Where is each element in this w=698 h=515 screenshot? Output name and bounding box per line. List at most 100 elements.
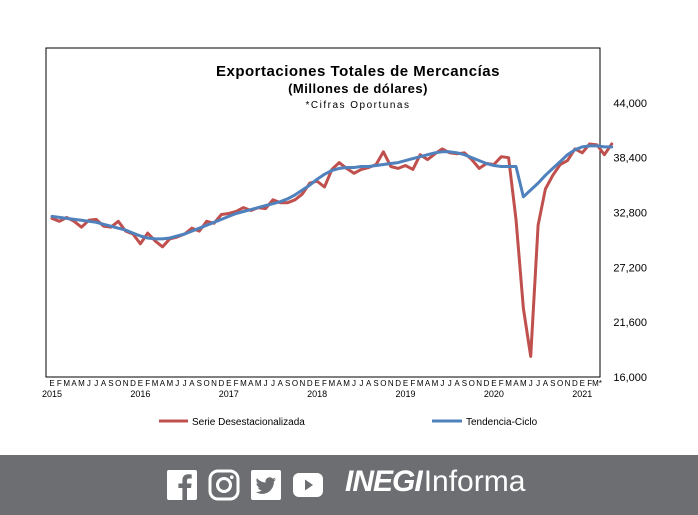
x-tick-label: J [94,379,98,388]
x-tick-label: M [240,379,247,388]
x-tick-label: J [264,379,268,388]
x-tick-label: M* [592,379,602,388]
x-tick-label: O [292,379,298,388]
x-year-label: 2018 [307,389,327,399]
x-tick-label: M [343,379,350,388]
x-tick-label: D [395,379,401,388]
x-year-label: 2021 [572,389,592,399]
x-tick-label: F [57,379,62,388]
x-tick-label: J [536,379,540,388]
x-tick-label: D [484,379,490,388]
x-tick-label: A [101,379,107,388]
x-tick-label: M [167,379,174,388]
legend: Serie Desestacionalizada Tendencia-Ciclo [159,417,538,428]
x-tick-label: O [469,379,475,388]
x-tick-label: A [366,379,372,388]
x-tick-label: J [352,379,356,388]
x-tick-label: F [234,379,239,388]
x-tick-label: J [359,379,363,388]
x-tick-label: D [572,379,578,388]
facebook-icon[interactable] [166,469,198,501]
x-tick-label: E [403,379,408,388]
x-tick-label: A [248,379,254,388]
x-tick-label: J [87,379,91,388]
twitter-icon[interactable] [250,469,282,501]
y-axis-ticks: 44,000 38,400 32,800 27,200 21,600 16,000 [613,98,647,384]
x-year-label: 2017 [219,389,239,399]
y-tick-label: 27,200 [613,262,647,274]
x-tick-label: A [425,379,431,388]
instagram-icon[interactable] [208,469,240,501]
x-tick-label: M [505,379,512,388]
x-year-label: 2020 [484,389,504,399]
x-tick-label: S [373,379,378,388]
brand-logo: INEGI Informa [345,465,525,505]
x-tick-label: E [314,379,319,388]
plot-frame [45,47,601,378]
x-tick-label: J [183,379,187,388]
x-year-label: 2016 [130,389,150,399]
footer-bar: INEGI Informa [0,455,698,515]
x-tick-label: A [513,379,519,388]
x-tick-label: S [285,379,290,388]
x-tick-label: E [580,379,585,388]
x-tick-label: J [448,379,452,388]
x-tick-label: O [204,379,210,388]
x-tick-label: J [529,379,533,388]
x-tick-label: F [410,379,415,388]
x-tick-label: A [543,379,549,388]
x-tick-label: O [380,379,386,388]
brand-informa: Informa [423,465,526,498]
x-tick-label: M [152,379,159,388]
y-tick-label: 16,000 [613,372,647,384]
x-tick-label: J [271,379,275,388]
brand-inegi: INEGI [345,465,423,498]
chart-subtitle: (Millones de dólares) [288,81,428,96]
x-tick-label: A [278,379,284,388]
y-tick-label: 32,800 [613,208,647,220]
youtube-icon[interactable] [292,469,324,501]
x-tick-label: N [211,379,217,388]
x-tick-label: O [557,379,563,388]
x-tick-label: N [565,379,571,388]
legend-label-serie: Serie Desestacionalizada [192,417,305,428]
x-tick-label: F [322,379,327,388]
x-tick-label: M [432,379,439,388]
y-tick-label: 21,600 [613,317,647,329]
legend-label-tendencia: Tendencia-Ciclo [466,417,538,428]
x-tick-label: N [388,379,394,388]
x-tick-label: N [476,379,482,388]
x-tick-label: A [160,379,166,388]
x-tick-label: A [71,379,77,388]
y-tick-label: 38,400 [613,153,647,165]
x-tick-label: J [175,379,179,388]
x-tick-label: A [454,379,460,388]
x-tick-label: M [78,379,85,388]
x-tick-label: S [462,379,467,388]
x-tick-label: E [49,379,54,388]
x-tick-label: E [491,379,496,388]
x-tick-label: F [587,379,592,388]
series-line-tendencia-ciclo [50,144,614,241]
x-year-label: 2019 [395,389,415,399]
x-tick-label: E [138,379,143,388]
x-tick-label: A [337,379,343,388]
x-tick-label: S [197,379,202,388]
x-tick-label: D [307,379,313,388]
x-tick-label: M [63,379,70,388]
x-tick-label: D [219,379,225,388]
chart-note: *Cifras Oportunas [306,100,411,111]
x-year-label: 2015 [42,389,62,399]
x-tick-label: F [145,379,150,388]
x-tick-label: M [520,379,527,388]
x-tick-label: D [130,379,136,388]
series-layer [50,142,614,358]
x-tick-label: S [108,379,113,388]
x-tick-label: M [329,379,336,388]
x-tick-label: M [417,379,424,388]
x-tick-label: A [189,379,195,388]
x-tick-label: F [499,379,504,388]
x-tick-label: O [115,379,121,388]
x-tick-label: M [255,379,262,388]
